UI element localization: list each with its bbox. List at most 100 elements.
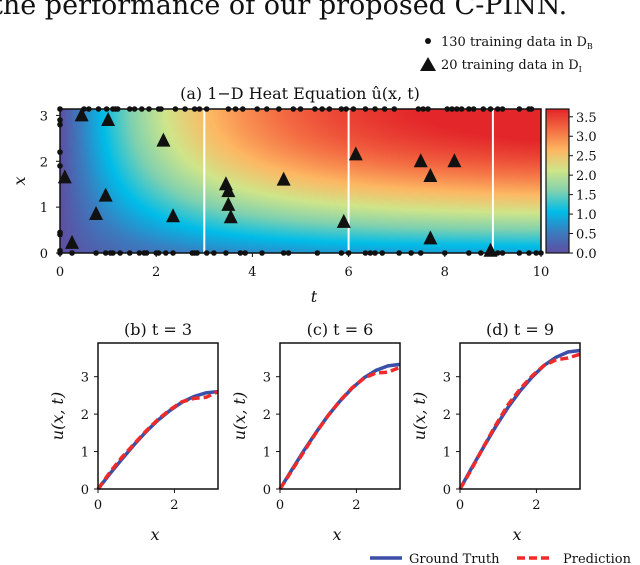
boundary-point — [57, 247, 63, 254]
boundary-point — [239, 106, 246, 112]
interior-point — [166, 208, 181, 223]
boundary-point — [415, 106, 422, 112]
boundary-point — [225, 106, 232, 112]
interior-point — [276, 171, 291, 186]
boundary-point — [478, 250, 484, 256]
boundary-point — [297, 106, 304, 112]
interior-point — [447, 153, 462, 168]
colorbar-tick-label: 0.5 — [576, 228, 597, 243]
panel-ylabel: u(x, t) — [48, 392, 67, 440]
boundary-point — [158, 106, 164, 112]
boundary-point — [280, 250, 287, 256]
boundary-point — [138, 106, 145, 112]
interior-point — [223, 209, 238, 224]
panel-frame — [459, 342, 581, 490]
boundary-point — [196, 106, 203, 112]
heatmap-xlabel: t — [311, 287, 318, 306]
x-tick-label: 0 — [94, 498, 102, 513]
boundary-point — [362, 250, 369, 256]
legend-dot-marker — [425, 38, 431, 44]
boundary-point — [93, 250, 99, 256]
boundary-point — [391, 106, 398, 112]
boundary-point — [86, 106, 92, 112]
boundary-point — [381, 106, 388, 112]
boundary-point — [466, 250, 472, 256]
boundary-point — [242, 250, 248, 256]
y-tick-label: 2 — [40, 155, 48, 170]
boundary-point — [499, 106, 506, 112]
heatmap-ylabel: x — [10, 176, 29, 185]
boundary-point — [480, 106, 487, 112]
boundary-point — [494, 106, 501, 112]
legend-prediction-label: Prediction — [563, 552, 632, 565]
boundary-point — [163, 250, 169, 256]
boundary-point — [170, 250, 176, 256]
interior-point — [483, 242, 498, 257]
y-tick-label: 0 — [81, 483, 89, 498]
y-tick-label: 3 — [81, 371, 89, 386]
boundary-point — [57, 149, 63, 155]
boundary-point — [408, 250, 414, 256]
boundary-point — [417, 250, 424, 256]
y-tick-label: 0 — [443, 483, 451, 498]
boundary-point — [102, 250, 109, 256]
boundary-point — [499, 250, 506, 256]
colorbar-tick-label: 1.0 — [576, 208, 597, 223]
boundary-point — [136, 250, 143, 256]
boundary-point — [211, 250, 217, 256]
y-tick-label: 2 — [263, 408, 271, 423]
boundary-point — [528, 106, 535, 112]
boundary-point — [182, 106, 188, 112]
boundary-point — [259, 250, 265, 256]
panel-xlabel: x — [512, 525, 521, 544]
boundary-point — [444, 106, 451, 112]
boundary-point — [172, 106, 179, 112]
boundary-point — [146, 106, 152, 112]
boundary-point — [232, 106, 239, 112]
boundary-point — [57, 121, 63, 128]
panel-xlabel: x — [332, 525, 341, 544]
x-tick-label: 6 — [344, 265, 352, 280]
x-tick-label: 10 — [533, 265, 550, 280]
colorbar-frame — [545, 108, 570, 254]
boundary-point — [110, 250, 116, 256]
boundary-point — [223, 250, 229, 256]
boundary-point — [396, 250, 402, 256]
colorbar-tick-label: 0.0 — [576, 247, 597, 262]
colorbar-tick-label: 1.5 — [576, 189, 597, 204]
interior-point — [65, 234, 80, 249]
x-tick-label: 0 — [276, 498, 284, 513]
boundary-point — [516, 250, 523, 256]
boundary-point — [191, 106, 198, 112]
boundary-point — [420, 106, 426, 112]
x-tick-label: 2 — [170, 498, 178, 513]
y-tick-label: 0 — [263, 483, 271, 498]
legend-triangle-marker — [420, 57, 436, 71]
y-tick-label: 1 — [443, 446, 451, 461]
boundary-point — [95, 106, 102, 112]
boundary-point — [203, 250, 210, 256]
heatmap-title: (a) 1−D Heat Equation û(x, t) — [180, 84, 420, 103]
boundary-point — [57, 229, 63, 236]
boundary-point — [314, 250, 321, 256]
interior-point — [336, 213, 351, 228]
heatmap-image — [60, 109, 541, 253]
boundary-point — [487, 106, 494, 112]
x-tick-label: 2 — [532, 498, 540, 513]
boundary-point — [103, 106, 110, 112]
boundary-point — [425, 106, 431, 112]
interior-point — [348, 146, 363, 161]
prediction-line — [96, 390, 219, 491]
panel-frame — [97, 342, 219, 490]
boundary-point — [126, 250, 133, 256]
boundary-point — [237, 250, 244, 256]
boundary-point — [203, 106, 210, 112]
boundary-point — [454, 106, 460, 112]
x-tick-label: 0 — [56, 265, 64, 280]
prediction-line — [458, 352, 581, 490]
panel-title: (c) t = 6 — [307, 320, 374, 339]
interior-point — [74, 107, 89, 122]
y-tick-label: 1 — [263, 446, 271, 461]
panel-title: (b) t = 3 — [124, 320, 192, 339]
interior-point — [98, 187, 113, 202]
